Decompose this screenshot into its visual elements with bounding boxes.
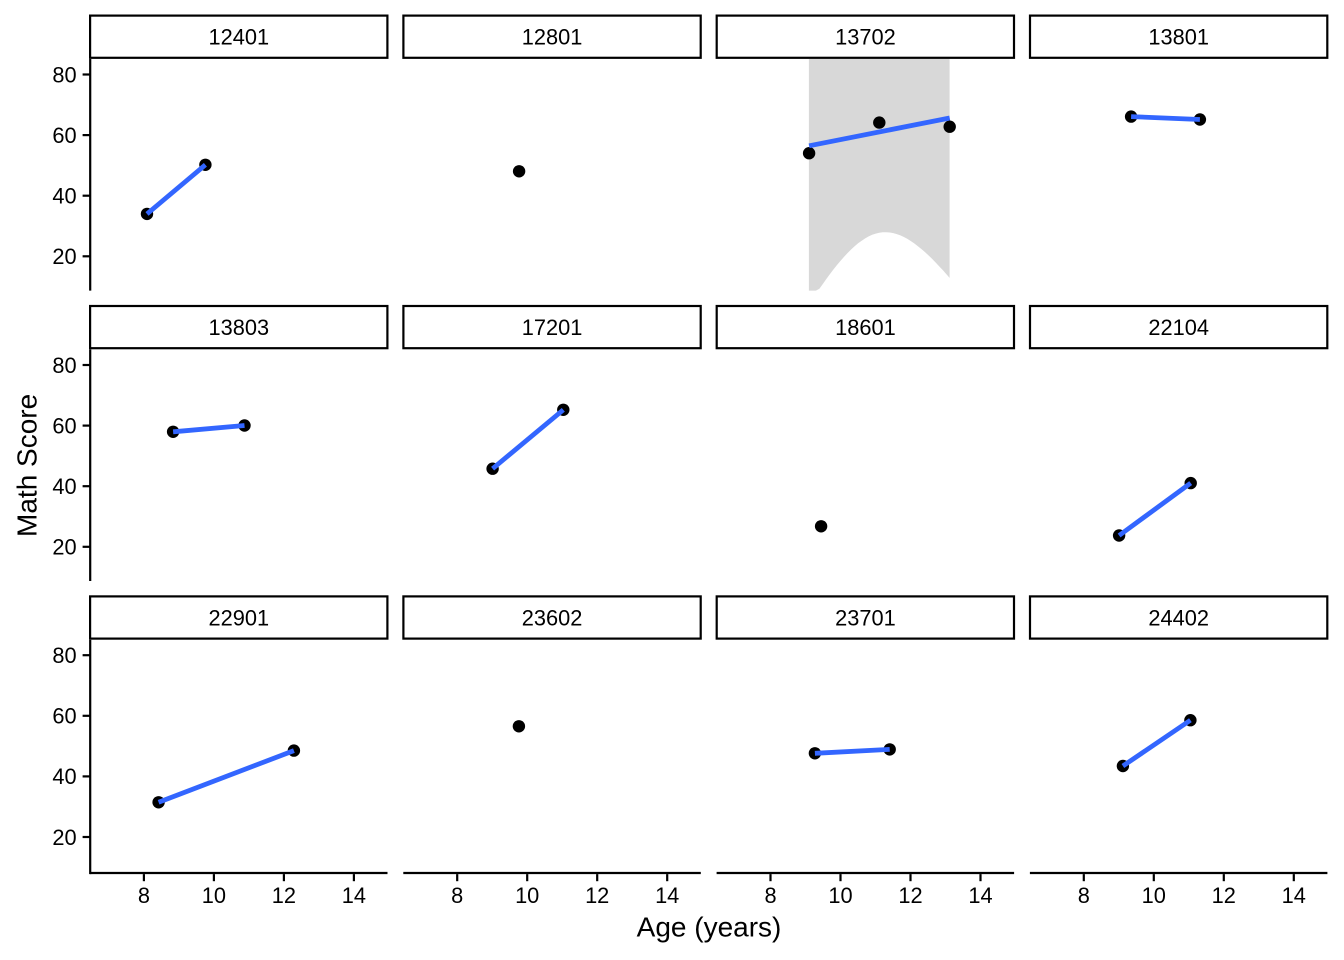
- svg-text:60: 60: [52, 123, 76, 148]
- svg-text:10: 10: [515, 883, 539, 908]
- svg-text:10: 10: [828, 883, 852, 908]
- svg-text:20: 20: [52, 244, 76, 269]
- svg-text:14: 14: [655, 883, 679, 908]
- svg-text:60: 60: [52, 413, 76, 438]
- svg-text:20: 20: [52, 535, 76, 560]
- svg-text:12: 12: [585, 883, 609, 908]
- svg-text:24402: 24402: [1148, 605, 1209, 630]
- svg-text:8: 8: [138, 883, 150, 908]
- svg-text:40: 40: [52, 184, 76, 209]
- svg-text:80: 80: [52, 353, 76, 378]
- svg-text:Age (years): Age (years): [637, 911, 782, 942]
- svg-text:12: 12: [272, 883, 296, 908]
- svg-text:10: 10: [1142, 883, 1166, 908]
- svg-text:14: 14: [1282, 883, 1306, 908]
- svg-text:22901: 22901: [208, 605, 269, 630]
- svg-text:14: 14: [968, 883, 992, 908]
- svg-text:23602: 23602: [522, 605, 583, 630]
- svg-text:10: 10: [202, 883, 226, 908]
- svg-text:12: 12: [898, 883, 922, 908]
- svg-text:40: 40: [52, 764, 76, 789]
- svg-text:12: 12: [1212, 883, 1236, 908]
- svg-text:17201: 17201: [522, 315, 583, 340]
- svg-text:12801: 12801: [522, 25, 583, 50]
- svg-text:8: 8: [451, 883, 463, 908]
- svg-text:40: 40: [52, 474, 76, 499]
- svg-text:13801: 13801: [1148, 25, 1209, 50]
- svg-text:80: 80: [52, 643, 76, 668]
- svg-text:18601: 18601: [835, 315, 896, 340]
- svg-text:8: 8: [1078, 883, 1090, 908]
- svg-text:14: 14: [342, 883, 366, 908]
- svg-text:60: 60: [52, 704, 76, 729]
- svg-text:12401: 12401: [208, 25, 269, 50]
- svg-text:Math Score: Math Score: [12, 394, 43, 537]
- svg-text:80: 80: [52, 62, 76, 87]
- svg-text:22104: 22104: [1148, 315, 1209, 340]
- svg-text:13702: 13702: [835, 25, 896, 50]
- svg-text:13803: 13803: [208, 315, 269, 340]
- svg-text:8: 8: [764, 883, 776, 908]
- svg-text:20: 20: [52, 825, 76, 850]
- svg-text:23701: 23701: [835, 605, 896, 630]
